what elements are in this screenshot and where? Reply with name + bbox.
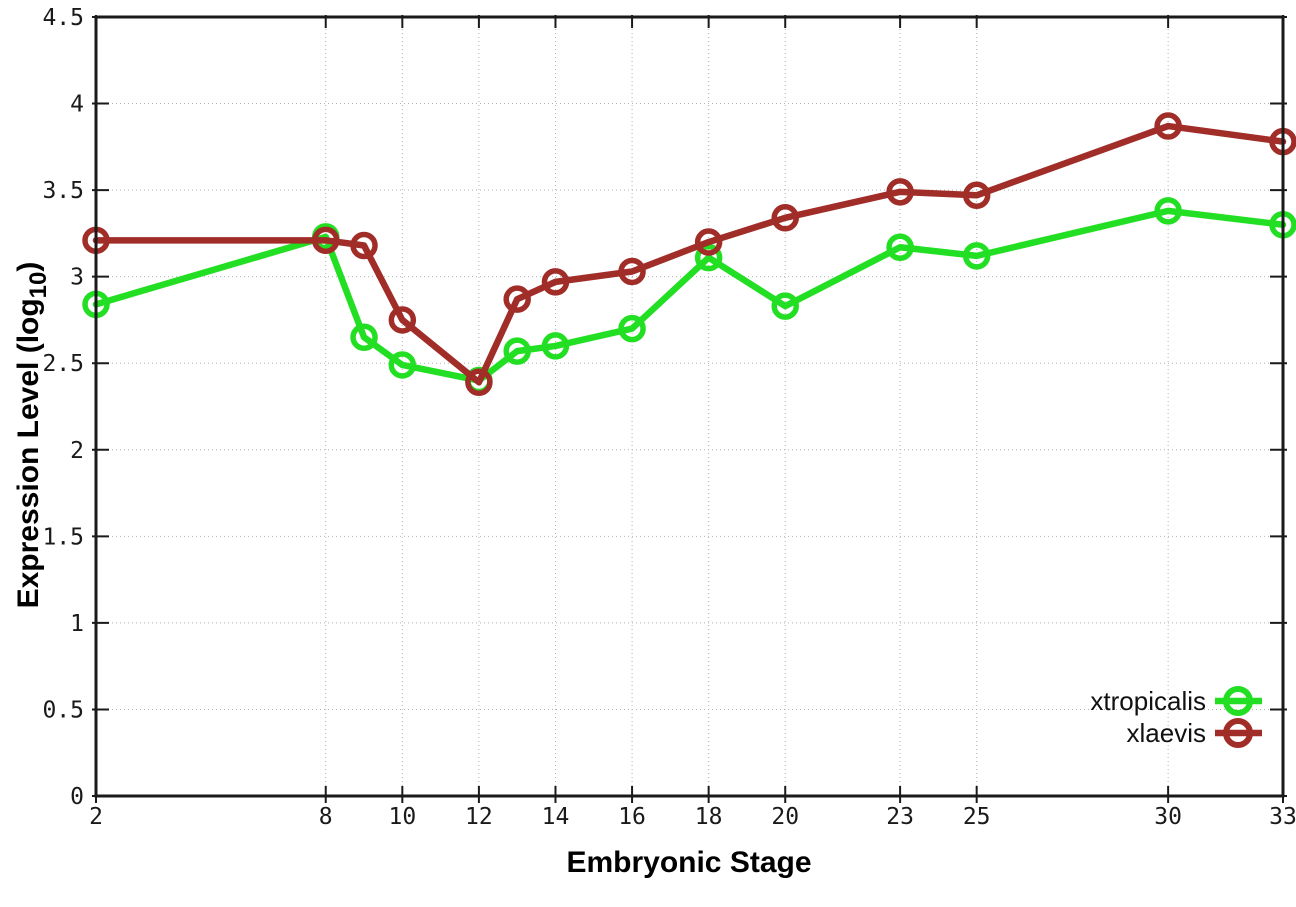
x-tick-label-16: 16 [618,804,646,830]
marker-xtropicalis-stage-20 [771,292,799,320]
marker-xtropicalis-stage-10 [388,351,417,379]
x-tick-label-8: 8 [319,804,333,830]
series-layer [82,112,1296,397]
x-tick-label-23: 23 [886,804,914,830]
marker-xlaevis-stage-14 [541,268,570,296]
x-tick-label-12: 12 [465,804,493,830]
legend-item-xlaevis: xlaevis [1127,718,1262,748]
marker-xlaevis-stage-8 [311,226,340,255]
legend-marker-icon-xtropicalis [1223,686,1253,716]
marker-xtropicalis-stage-9 [350,323,378,352]
marker-xtropicalis-stage-30 [1154,197,1182,225]
marker-xtropicalis-stage-18 [694,243,723,272]
marker-xlaevis-stage-12 [465,368,493,397]
marker-xlaevis-stage-10 [388,306,417,334]
marker-xtropicalis-stage-13 [503,337,531,365]
marker-xlaevis-stage-13 [503,285,531,313]
legend-item-xtropicalis: xtropicalis [1090,686,1262,716]
marker-xlaevis-stage-18 [694,228,723,256]
marker-xtropicalis-stage-16 [618,314,646,343]
y-tick-label-4: 4 [70,92,84,118]
x-tick-label-14: 14 [542,804,570,830]
x-axis-label: Embryonic Stage [566,846,811,879]
marker-xtropicalis-stage-14 [541,332,570,360]
marker-xlaevis-stage-23 [886,178,914,206]
y-tick-label-4.5: 4.5 [42,5,84,31]
y-tick-label-0.5: 0.5 [42,697,84,723]
x-tick-label-2: 2 [89,804,103,830]
series-line-xtropicalis [92,207,1287,384]
legend-label-xtropicalis: xtropicalis [1090,686,1206,716]
marker-xtropicalis-stage-23 [886,233,914,261]
y-tick-label-2.5: 2.5 [42,351,84,377]
x-tick-label-20: 20 [771,804,799,830]
y-tick-label-1: 1 [70,611,84,637]
x-tick-label-18: 18 [695,804,723,830]
x-tick-label-33: 33 [1269,804,1296,830]
tick-label-layer: 2 8 10 12 14 16 18 20 23 25 30 33 0 0.5 1 1.5 2 2.5 3 3.5 4 4… [42,5,1296,830]
y-tick-label-0: 0 [70,784,84,810]
marker-xtropicalis-stage-25 [962,242,991,270]
x-tick-label-10: 10 [388,804,416,830]
x-tick-label-25: 25 [963,804,991,830]
marker-xlaevis-stage-9 [350,231,378,260]
marker-xlaevis-stage-16 [618,257,646,286]
tick-layer [92,15,1287,803]
grid-layer [95,16,1284,797]
marker-xlaevis-stage-30 [1154,112,1182,140]
y-tick-label-1.5: 1.5 [42,524,84,550]
y-tick-label-2: 2 [70,438,84,464]
y-tick-label-3: 3 [70,265,84,291]
marker-xlaevis-stage-20 [771,204,799,232]
y-tick-label-3.5: 3.5 [42,178,84,204]
legend-marker-icon-xlaevis [1223,718,1253,748]
marker-xlaevis-stage-25 [962,181,991,210]
legend-label-xlaevis: xlaevis [1127,718,1206,748]
y-axis-label: Expression Level (log10) [12,262,52,609]
x-tick-label-30: 30 [1154,804,1182,830]
plot-border [94,15,1285,798]
